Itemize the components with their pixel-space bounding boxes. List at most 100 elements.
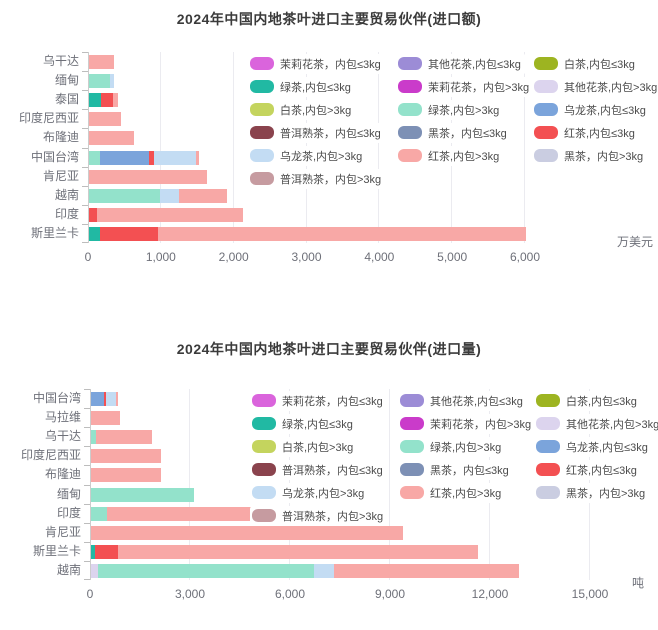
legend-item[interactable]: 乌龙茶,内包>3kg <box>250 482 370 503</box>
bar-segment[interactable] <box>89 93 102 108</box>
legend-label: 茉莉花茶，内包≤3kg <box>280 58 381 71</box>
bar-segment[interactable] <box>91 411 120 426</box>
legend-item[interactable]: 白茶,内包>3kg <box>248 99 357 120</box>
bar-segment[interactable] <box>118 544 479 559</box>
legend-item[interactable]: 茉莉花茶，内包≤3kg <box>248 53 386 74</box>
bar-segment[interactable] <box>99 226 159 241</box>
legend-item[interactable]: 乌龙茶,内包>3kg <box>248 145 368 166</box>
bar-track <box>91 411 120 426</box>
bar-segment[interactable] <box>89 207 97 222</box>
legend-item[interactable]: 白茶,内包>3kg <box>250 436 359 457</box>
legend-item[interactable]: 普洱熟茶，内包≤3kg <box>248 122 386 143</box>
legend-item[interactable]: 绿茶,内包>3kg <box>398 436 507 457</box>
bar-segment[interactable] <box>158 226 526 241</box>
bar-segment[interactable] <box>95 544 119 559</box>
bar-segment[interactable] <box>89 188 160 203</box>
y-axis-line <box>88 52 89 243</box>
bar-segment[interactable] <box>106 392 117 406</box>
y-axis-line <box>90 389 91 580</box>
legend-label: 黑茶，内包≤3kg <box>430 464 509 477</box>
bar-segment[interactable] <box>91 430 96 445</box>
bar-segment[interactable] <box>178 188 228 203</box>
bar-segment[interactable] <box>89 169 207 184</box>
legend-item[interactable]: 茉莉花茶，内包>3kg <box>398 413 537 434</box>
legend-item[interactable]: 红茶,内包≤3kg <box>532 122 640 143</box>
y-axis-tick <box>82 128 88 130</box>
x-tick-label: 0 <box>84 250 92 264</box>
y-axis-tick <box>82 71 88 73</box>
bar-segment[interactable] <box>91 525 404 540</box>
category-label: 印度尼西亚 <box>20 448 81 463</box>
bar-segment[interactable] <box>96 430 152 445</box>
bar-track <box>91 487 194 502</box>
legend-item[interactable]: 其他花茶,内包≤3kg <box>398 390 528 411</box>
legend-item[interactable]: 普洱熟茶，内包>3kg <box>248 168 387 189</box>
category-label: 印度 <box>54 206 79 221</box>
bar-segment[interactable] <box>91 563 98 578</box>
bar-segment[interactable] <box>89 150 100 165</box>
bar-segment[interactable] <box>89 131 135 146</box>
chart-title: 2024年中国内地茶叶进口主要贸易伙伴(进口量) <box>176 341 482 357</box>
bar-segment[interactable] <box>91 449 161 464</box>
bar-segment[interactable] <box>99 150 149 165</box>
legend-item[interactable]: 绿茶,内包≤3kg <box>248 76 356 97</box>
legend-item[interactable]: 其他花茶,内包>3kg <box>534 413 658 434</box>
legend-item[interactable]: 其他花茶,内包≤3kg <box>396 53 526 74</box>
legend-swatch-icon <box>534 57 558 70</box>
legend-label: 乌龙茶,内包>3kg <box>282 487 365 500</box>
legend-item[interactable]: 红茶,内包>3kg <box>396 145 505 166</box>
bar-segment[interactable] <box>113 93 118 108</box>
legend-item[interactable]: 茉莉花茶，内包>3kg <box>396 76 535 97</box>
y-axis-tick <box>82 147 88 149</box>
bar-segment[interactable] <box>153 150 196 165</box>
category-label: 印度尼西亚 <box>18 111 79 126</box>
legend-item[interactable]: 红茶,内包>3kg <box>398 482 507 503</box>
bar-segment[interactable] <box>89 74 111 89</box>
legend-item[interactable]: 黑茶，内包>3kg <box>534 482 651 503</box>
legend-swatch-icon <box>536 417 560 430</box>
legend-item[interactable]: 白茶,内包≤3kg <box>534 390 642 411</box>
bar-segment[interactable] <box>101 93 114 108</box>
legend-item[interactable]: 黑茶，内包>3kg <box>532 145 649 166</box>
bar-row: 中国台湾 <box>31 148 525 167</box>
legend-item[interactable]: 普洱熟茶，内包≤3kg <box>250 459 388 480</box>
bar-segment[interactable] <box>98 563 314 578</box>
bar-segment[interactable] <box>159 188 179 203</box>
legend-item[interactable]: 白茶,内包≤3kg <box>532 53 640 74</box>
legend-item[interactable]: 黑茶，内包≤3kg <box>396 122 512 143</box>
plot-area: 0 1,000 2,000 3,000 4,000 5,000 6,000 乌干达 缅甸 泰国 印度… <box>19 52 658 264</box>
bar-segment[interactable] <box>91 392 105 406</box>
legend-item[interactable]: 黑茶，内包≤3kg <box>398 459 514 480</box>
bar-segment[interactable] <box>334 563 520 578</box>
bar-segment[interactable] <box>91 468 161 483</box>
legend-item[interactable]: 绿茶,内包≤3kg <box>250 413 358 434</box>
y-axis-tick <box>84 541 90 543</box>
bar-segment[interactable] <box>110 74 115 89</box>
legend-item[interactable]: 乌龙茶,内包≤3kg <box>534 436 653 457</box>
legend-item[interactable]: 绿茶,内包>3kg <box>396 99 505 120</box>
bar-segment[interactable] <box>89 55 114 69</box>
bar-segment[interactable] <box>104 392 107 406</box>
bar-segment[interactable] <box>91 544 95 559</box>
legend-item[interactable]: 茉莉花茶，内包≤3kg <box>250 390 388 411</box>
axis-unit-label: 万美元 <box>616 235 653 249</box>
bar-segment[interactable] <box>89 112 122 127</box>
legend-item[interactable]: 普洱熟茶，内包>3kg <box>250 505 389 526</box>
legend-item[interactable]: 乌龙茶,内包≤3kg <box>532 99 651 120</box>
bar-segment[interactable] <box>148 150 154 165</box>
bar-segment[interactable] <box>91 506 107 521</box>
legend-item[interactable]: 其他花茶,内包>3kg <box>532 76 658 97</box>
y-axis-tick <box>82 90 88 92</box>
bar-segment[interactable] <box>116 392 119 406</box>
legend-item[interactable]: 红茶,内包≤3kg <box>534 459 642 480</box>
bar-segment[interactable] <box>89 226 100 241</box>
bar-row: 乌干达 <box>45 427 590 446</box>
legend-label: 乌龙茶,内包>3kg <box>280 150 363 163</box>
category-label: 缅甸 <box>54 73 79 88</box>
bar-segment[interactable] <box>314 563 334 578</box>
bar-segment[interactable] <box>97 207 243 222</box>
bar-segment[interactable] <box>195 150 199 165</box>
bar-segment[interactable] <box>91 487 194 502</box>
legend-label: 普洱熟茶，内包≤3kg <box>282 464 383 477</box>
